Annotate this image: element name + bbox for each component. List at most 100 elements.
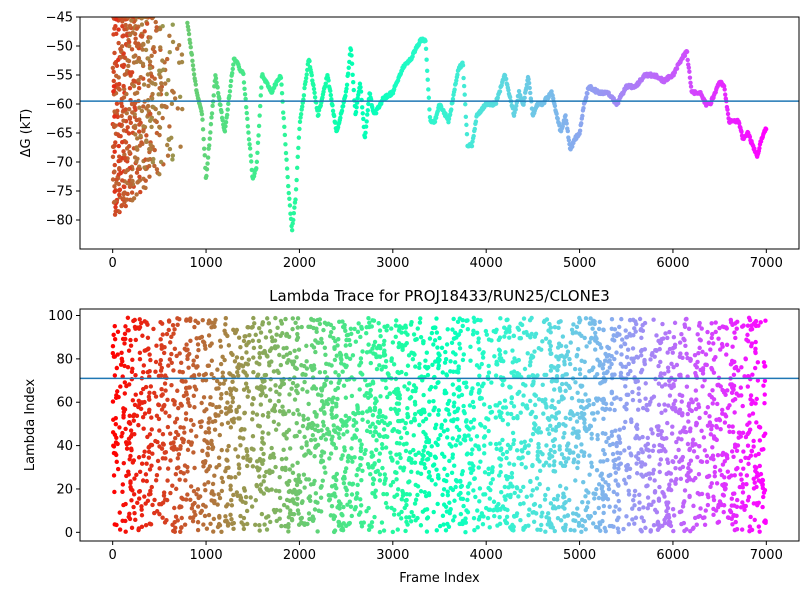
lambda-point (166, 327, 171, 333)
dg-point (131, 83, 137, 89)
lambda-point (667, 329, 672, 335)
lambda-point (470, 399, 476, 405)
lambda-point (709, 423, 715, 429)
dg-point (302, 85, 307, 91)
lambda-point (266, 431, 271, 436)
lambda-point (387, 391, 393, 396)
lambda-point (612, 338, 617, 343)
lambda-point (383, 385, 389, 391)
lambda-point (411, 433, 416, 438)
lambda-point (571, 322, 576, 327)
lambda-point (123, 426, 128, 432)
dg-point (303, 79, 308, 84)
lambda-point (542, 497, 548, 502)
lambda-point (695, 332, 700, 337)
lambda-point (431, 509, 436, 515)
dg-point (137, 174, 142, 180)
lambda-point (461, 403, 466, 409)
lambda-point (455, 438, 460, 443)
lambda-point (394, 318, 399, 323)
lambda-point (700, 515, 706, 521)
lambda-point (260, 436, 265, 441)
lambda-point (761, 383, 766, 388)
lambda-point (333, 445, 339, 451)
lambda-point (312, 427, 318, 432)
lambda-point (238, 497, 243, 502)
lambda-point (147, 467, 153, 472)
dg-point (132, 155, 138, 160)
dg-point (230, 66, 235, 72)
lambda-point (636, 386, 642, 391)
lambda-point (556, 325, 561, 331)
lambda-point (319, 428, 324, 433)
lambda-point (451, 336, 457, 341)
lambda-point (567, 356, 572, 362)
lambda-point (603, 431, 608, 437)
lambda-point (218, 361, 224, 367)
dg-point (125, 58, 130, 63)
lambda-point (465, 509, 471, 515)
lambda-point (132, 402, 138, 408)
lambda-point (294, 355, 299, 360)
lambda-point (204, 439, 209, 444)
lambda-point (242, 488, 247, 493)
lambda-point (601, 371, 607, 376)
lambda-point (532, 349, 537, 354)
lambda-point (206, 426, 212, 431)
lambda-point (323, 352, 328, 357)
lambda-point (443, 528, 449, 533)
lambda-point (486, 471, 491, 477)
lambda-point (110, 343, 116, 349)
dg-point (580, 113, 585, 119)
lambda-point (333, 414, 338, 420)
lambda-point (173, 486, 179, 492)
lambda-point (745, 443, 751, 448)
lambda-point (591, 401, 596, 407)
lambda-point (673, 479, 678, 485)
dg-point (185, 24, 191, 29)
lambda-point (262, 372, 267, 378)
dg-point (199, 111, 205, 117)
lambda-point (682, 337, 687, 343)
lambda-point (122, 341, 127, 346)
lambda-point (535, 457, 540, 462)
lambda-point (331, 428, 337, 433)
lambda-point (603, 351, 608, 357)
lambda-point (231, 327, 236, 333)
lambda-point (350, 353, 356, 358)
dg-point (311, 86, 317, 92)
lambda-point (581, 479, 586, 485)
lambda-point (639, 353, 644, 358)
lambda-point (481, 402, 487, 407)
lambda-point (223, 315, 229, 321)
lambda-point (567, 450, 573, 456)
lambda-point (290, 470, 296, 476)
lambda-point (376, 354, 381, 359)
lambda-point (669, 431, 675, 436)
lambda-point (590, 326, 595, 331)
lambda-point (579, 442, 584, 447)
lambda-point (209, 341, 214, 346)
lambda-point (601, 362, 606, 367)
dg-point (309, 72, 314, 78)
lambda-point (684, 478, 690, 484)
lambda-point (618, 461, 624, 466)
lambda-point (718, 384, 723, 389)
lambda-point (185, 447, 191, 453)
lambda-point (397, 418, 403, 424)
dg-point (122, 155, 128, 161)
dg-point (149, 124, 154, 130)
lambda-point (341, 480, 347, 486)
lambda-point (344, 429, 350, 434)
lambda-point (277, 392, 282, 397)
lambda-point (154, 343, 159, 348)
lambda-point (329, 412, 334, 417)
lambda-point (753, 401, 758, 406)
lambda-point (152, 497, 157, 503)
lambda-point (582, 425, 587, 430)
lambda-point (730, 522, 735, 527)
dg-point (160, 58, 165, 63)
lambda-point (140, 414, 146, 420)
lambda-point (671, 384, 676, 389)
lambda-point (125, 364, 131, 370)
